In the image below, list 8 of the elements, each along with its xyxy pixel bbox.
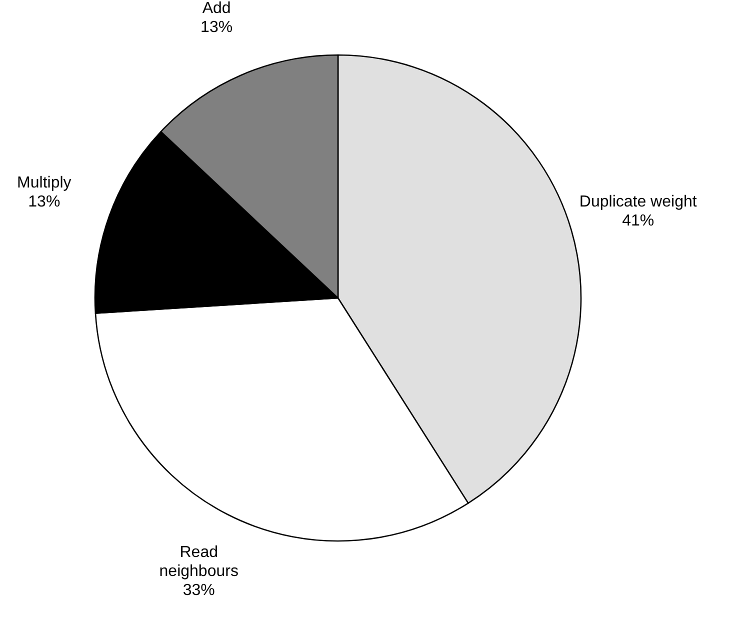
- data-label: 13%: [28, 194, 60, 211]
- data-label: 13%: [200, 18, 233, 36]
- slice-label: Duplicate weight: [579, 193, 698, 210]
- data-label: 33%: [182, 582, 215, 600]
- data-label: 41%: [622, 212, 654, 230]
- slice-label: Read neighbours: [159, 544, 238, 580]
- slice-label: Add: [202, 0, 231, 17]
- slice-label: Multiply: [17, 174, 72, 192]
